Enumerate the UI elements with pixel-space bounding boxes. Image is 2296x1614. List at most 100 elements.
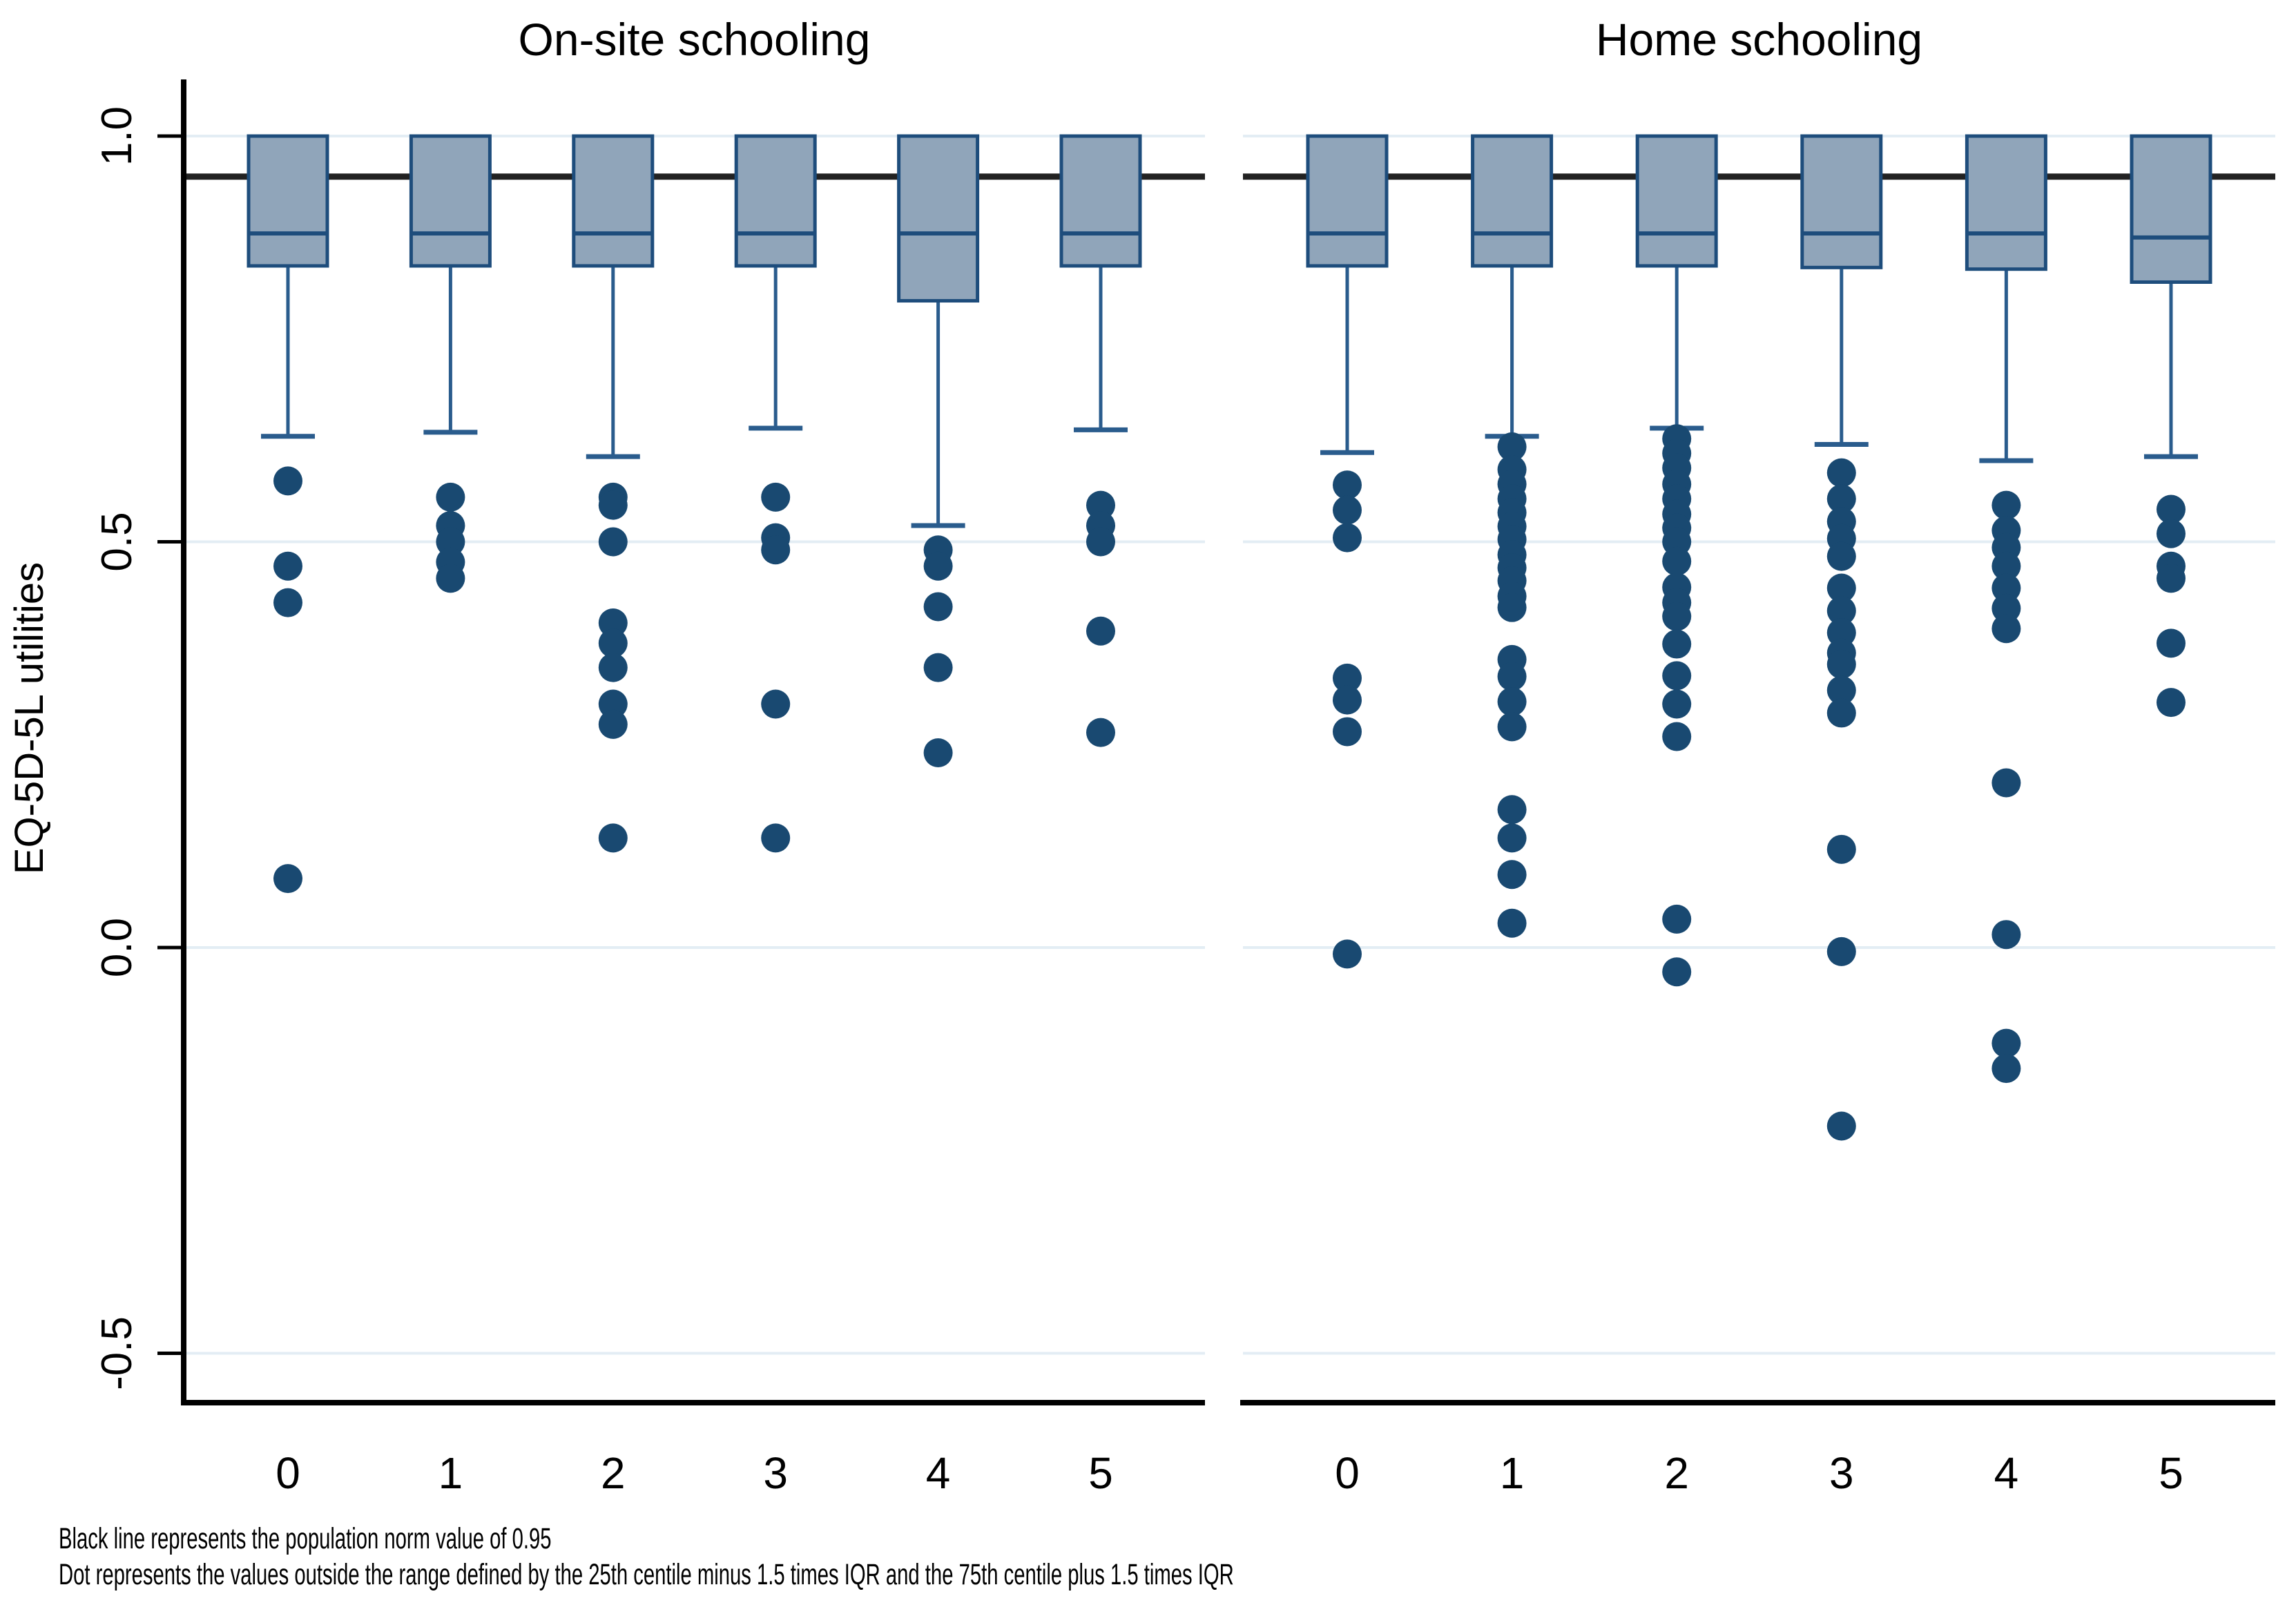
x-category-label: 2 [601, 1448, 626, 1498]
box [2130, 134, 2212, 284]
outlier-dot [598, 527, 628, 557]
y-tick-label: -0.5 [93, 1316, 141, 1390]
outlier-dot [1826, 675, 1856, 705]
outlier-dot [1333, 939, 1362, 969]
outlier-dot [1086, 527, 1115, 557]
outlier-dot [273, 864, 302, 894]
outlier-dot [761, 823, 791, 853]
outlier-dot [1991, 551, 2021, 581]
outlier-dot [923, 592, 953, 622]
outlier-dot [1086, 616, 1115, 646]
outlier-dot [1826, 698, 1856, 728]
outlier-dot [761, 482, 791, 512]
outlier-dot [1497, 908, 1527, 938]
outlier-dot [1497, 593, 1527, 622]
outlier-dot [1826, 596, 1856, 626]
outlier-dot [1497, 662, 1527, 691]
outlier-dot [1662, 661, 1692, 691]
outlier-dot [1497, 712, 1527, 742]
outlier-dot [761, 689, 791, 719]
x-category-label: 1 [1500, 1448, 1525, 1498]
outlier-dot [1333, 717, 1362, 747]
outlier-dot [1333, 523, 1362, 553]
x-category-label: 5 [1088, 1448, 1113, 1498]
outlier-dot [436, 527, 465, 557]
outlier-dot [1086, 718, 1115, 747]
outlier-dot [1991, 593, 2021, 623]
outlier-dot [1826, 936, 1856, 966]
outlier-dot [1497, 432, 1527, 462]
outlier-dot [273, 588, 302, 617]
box [1059, 134, 1142, 268]
outlier-dot [1662, 546, 1692, 576]
outlier-dot [1991, 573, 2021, 603]
outlier-dot [923, 551, 953, 581]
box [1471, 134, 1554, 268]
outlier-dot [2157, 688, 2186, 718]
box [1306, 134, 1389, 268]
x-category-label: 1 [438, 1448, 463, 1498]
outlier-dot [1826, 618, 1856, 648]
outlier-dot [598, 823, 628, 853]
outlier-dot [1826, 649, 1856, 679]
y-tick-label: 0.0 [93, 918, 141, 977]
outlier-dot [2157, 628, 2186, 658]
outlier-dot [1826, 573, 1856, 603]
outlier-dot [2157, 564, 2186, 593]
outlier-dot [1826, 484, 1856, 514]
outlier-dot [1662, 629, 1692, 659]
panel-title: On-site schooling [519, 14, 871, 65]
outlier-dot [1333, 685, 1362, 715]
outlier-dot [1991, 614, 2021, 644]
x-category-label: 4 [1994, 1448, 2019, 1498]
outlier-dot [598, 628, 628, 658]
outlier-dot [1497, 823, 1527, 853]
outlier-dot [1333, 495, 1362, 525]
outlier-dot [436, 564, 465, 593]
box [572, 134, 655, 268]
outlier-dot [598, 653, 628, 682]
outlier-dot [598, 490, 628, 520]
box [247, 134, 329, 268]
outlier-dot [1333, 663, 1362, 693]
outlier-dot [598, 709, 628, 739]
outlier-dot [1662, 722, 1692, 751]
box [734, 134, 817, 268]
box [897, 134, 980, 303]
outlier-dot [1086, 490, 1115, 520]
outlier-dot [1333, 470, 1362, 500]
outlier-dot [1662, 904, 1692, 934]
outlier-dot [1826, 834, 1856, 864]
x-category-label: 0 [1335, 1448, 1360, 1498]
outlier-dot [1826, 541, 1856, 571]
outlier-dot [1991, 920, 2021, 950]
box [1965, 134, 2047, 271]
outlier-dot [1662, 689, 1692, 719]
outlier-dot [598, 608, 628, 637]
outlier-dot [761, 535, 791, 565]
x-category-label: 3 [1829, 1448, 1854, 1498]
outlier-dot [1826, 1111, 1856, 1141]
outlier-dot [1662, 602, 1692, 631]
box [1800, 134, 1883, 269]
footnote-outlier-definition: Dot represents the values outside the ra… [59, 1558, 1234, 1591]
box [409, 134, 492, 268]
box [1635, 134, 1718, 268]
outlier-dot [436, 482, 465, 512]
outlier-dot [2157, 494, 2186, 524]
footnote-norm-line: Black line represents the population nor… [59, 1522, 552, 1555]
panel-title: Home schooling [1596, 14, 1922, 65]
outlier-dot [1991, 768, 2021, 798]
outlier-dot [1991, 1028, 2021, 1058]
outlier-dot [1497, 795, 1527, 825]
outlier-dot [923, 653, 953, 682]
x-category-label: 4 [926, 1448, 951, 1498]
outlier-dot [1826, 458, 1856, 488]
x-category-label: 3 [763, 1448, 788, 1498]
y-tick-label: 1.0 [93, 106, 141, 166]
outlier-dot [598, 689, 628, 719]
outlier-dot [1497, 686, 1527, 716]
outlier-dot [1497, 860, 1527, 890]
